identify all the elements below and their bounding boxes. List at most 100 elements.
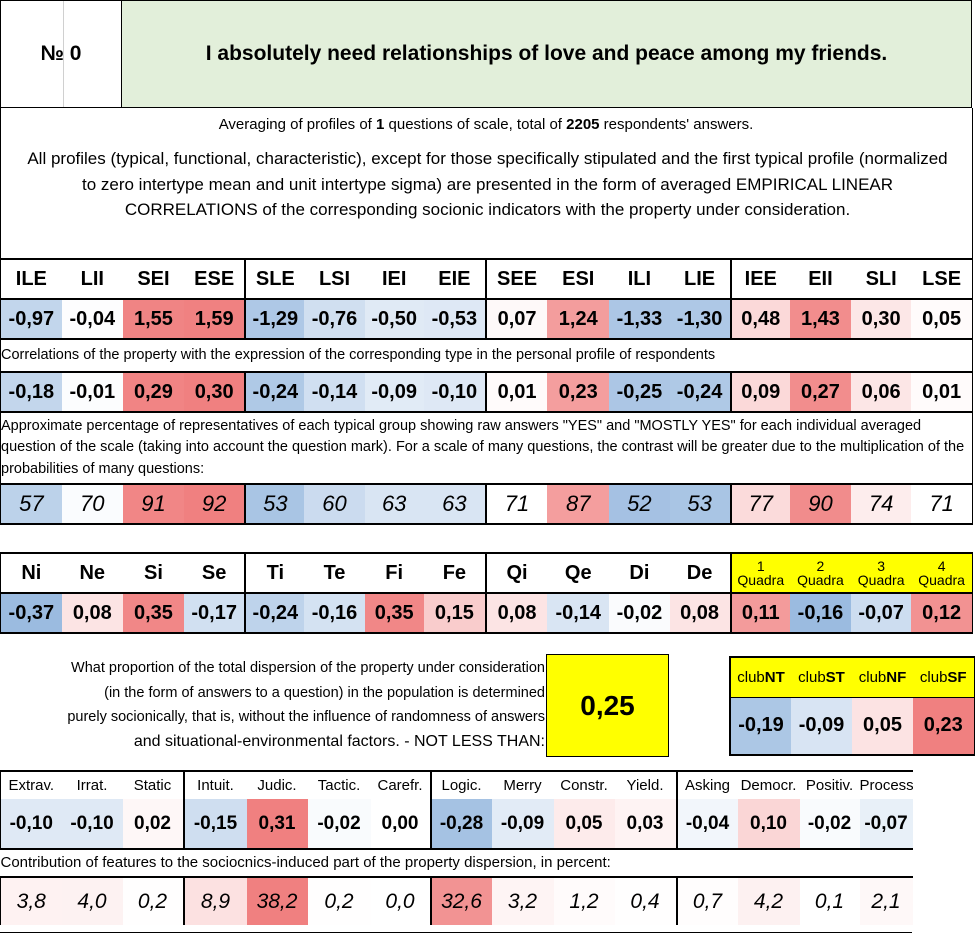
features-table: Extrav. Irrat. Static Intuit. Judic. Tactic. C… bbox=[0, 770, 913, 925]
function-header-qe: Qe bbox=[547, 552, 610, 594]
type-header-14: EII bbox=[789, 258, 852, 300]
feature-value-intuit: -0,15 bbox=[182, 799, 247, 850]
feature-contribution-yield: 0,4 bbox=[614, 876, 677, 925]
feature-value-tactic: -0,02 bbox=[307, 799, 371, 850]
club-header-nt: clubNT bbox=[729, 656, 791, 698]
type-percent-value-16: 71 bbox=[911, 483, 974, 525]
function-value-se: -0,17 bbox=[184, 593, 246, 634]
club-code: SF bbox=[947, 668, 967, 686]
feature-contribution-intuit: 8,9 bbox=[182, 876, 247, 925]
function-value-te: -0,16 bbox=[304, 593, 365, 634]
feature-header-democr: Democr. bbox=[737, 770, 800, 799]
feature-header-irrat: Irrat. bbox=[61, 770, 123, 799]
quadra-header-3: 3 Quadra bbox=[851, 552, 912, 594]
type-profile-value-15: 0,30 bbox=[851, 298, 912, 340]
type-profile-value-7: -0,50 bbox=[364, 298, 424, 340]
type-profile-value-16: 0,05 bbox=[911, 298, 974, 340]
feature-contribution-carefr: 0,0 bbox=[370, 876, 431, 925]
bottom-rule bbox=[0, 932, 912, 933]
type-correlation-value-6: -0,14 bbox=[304, 371, 365, 413]
type-correlation-value-11: -0,25 bbox=[609, 371, 670, 413]
function-value-si: 0,35 bbox=[122, 593, 185, 634]
type-correlation-value-15: 0,06 bbox=[851, 371, 912, 413]
type-header-9: SEE bbox=[484, 258, 548, 300]
quadra-number: 1 bbox=[756, 558, 765, 574]
quadra-number: 4 bbox=[937, 558, 946, 574]
types-percent-row: 57 70 91 92 53 60 63 63 71 87 52 53 77 90 74 71 bbox=[0, 483, 974, 525]
dispersion-line-4: and situational-environmental factors. -… bbox=[133, 732, 545, 750]
type-percent-value-5: 53 bbox=[244, 483, 305, 525]
feature-contribution-positiv: 0,1 bbox=[799, 876, 860, 925]
feature-header-yield: Yield. bbox=[614, 770, 677, 799]
feature-value-asking: -0,04 bbox=[675, 799, 738, 850]
type-percent-value-6: 60 bbox=[304, 483, 365, 525]
feature-header-tactic: Tactic. bbox=[307, 770, 371, 799]
percent-note: Approximate percentage of representative… bbox=[0, 412, 973, 484]
averaging-line: Averaging of profiles of 1 questions of … bbox=[0, 112, 972, 138]
type-correlation-value-2: -0,01 bbox=[61, 371, 123, 413]
type-header-10: ESI bbox=[547, 258, 610, 300]
quadra-value-1: 0,11 bbox=[729, 593, 790, 634]
type-profile-value-4: 1,59 bbox=[184, 298, 246, 340]
feature-value-carefr: 0,00 bbox=[370, 799, 431, 850]
club-value-nt: -0,19 bbox=[729, 697, 791, 756]
type-header-2: LII bbox=[61, 258, 123, 300]
club-header-st: clubST bbox=[791, 656, 852, 698]
club-value-nf: 0,05 bbox=[852, 697, 913, 756]
quadra-number: 2 bbox=[816, 558, 825, 574]
averaging-n-questions: 1 bbox=[376, 116, 385, 133]
type-profile-value-12: -1,30 bbox=[669, 298, 731, 340]
features-value-row: -0,10 -0,10 0,02 -0,15 0,31 -0,02 0,00 -0,28 -0,… bbox=[0, 799, 913, 850]
correlation-note: Correlations of the property with the ex… bbox=[0, 339, 973, 372]
club-prefix: club bbox=[737, 668, 765, 686]
type-correlation-value-9: 0,01 bbox=[484, 371, 548, 413]
function-value-de: 0,08 bbox=[669, 593, 731, 634]
function-header-fi: Fi bbox=[364, 552, 424, 594]
club-code: NT bbox=[764, 668, 785, 686]
type-header-3: SEI bbox=[122, 258, 185, 300]
type-percent-value-8: 63 bbox=[423, 483, 486, 525]
feature-contribution-irrat: 4,0 bbox=[61, 876, 123, 925]
feature-header-extrav: Extrav. bbox=[0, 770, 62, 799]
type-percent-value-7: 63 bbox=[364, 483, 424, 525]
feature-contribution-merry: 3,2 bbox=[491, 876, 554, 925]
type-percent-value-11: 52 bbox=[609, 483, 670, 525]
club-code: ST bbox=[825, 668, 845, 686]
type-percent-value-12: 53 bbox=[669, 483, 731, 525]
quadra-word: Quadra bbox=[737, 572, 785, 588]
type-header-6: LSI bbox=[304, 258, 365, 300]
functions-table: Ni Ne Si Se Ti Te Fi Fe Qi Qe Di De 1 Quadra 2 Quadra 3 Q… bbox=[0, 552, 974, 634]
type-header-1: ILE bbox=[0, 258, 62, 300]
feature-value-judic: 0,31 bbox=[246, 799, 308, 850]
type-correlation-value-12: -0,24 bbox=[669, 371, 731, 413]
function-value-di: -0,02 bbox=[609, 593, 670, 634]
function-header-fe: Fe bbox=[423, 552, 486, 594]
features-contribution-row: 3,8 4,0 0,2 8,9 38,2 0,2 0,0 32,6 3,2 1,2 0,4 0,7 4,… bbox=[0, 876, 913, 925]
function-value-fi: 0,35 bbox=[364, 593, 424, 634]
feature-contribution-tactic: 0,2 bbox=[307, 876, 371, 925]
type-profile-value-11: -1,33 bbox=[609, 298, 670, 340]
functions-header-row: Ni Ne Si Se Ti Te Fi Fe Qi Qe Di De 1 Quadra 2 Quadra 3 Q… bbox=[0, 552, 974, 594]
feature-value-merry: -0,09 bbox=[491, 799, 554, 850]
type-header-12: LIE bbox=[669, 258, 731, 300]
dispersion-text: What proportion of the total dispersion … bbox=[60, 656, 545, 754]
type-correlation-value-10: 0,23 bbox=[547, 371, 610, 413]
type-percent-value-14: 90 bbox=[789, 483, 852, 525]
function-header-te: Te bbox=[304, 552, 365, 594]
feature-header-merry: Merry bbox=[491, 770, 554, 799]
type-percent-value-15: 74 bbox=[851, 483, 912, 525]
feature-value-positiv: -0,02 bbox=[799, 799, 860, 850]
type-correlation-value-1: -0,18 bbox=[0, 371, 62, 413]
description-text: All profiles (typical, functional, chara… bbox=[27, 149, 948, 219]
type-percent-value-1: 57 bbox=[0, 483, 62, 525]
type-header-7: IEI bbox=[364, 258, 424, 300]
function-header-ne: Ne bbox=[61, 552, 123, 594]
club-code: NF bbox=[886, 668, 907, 686]
question-number-label: № 0 bbox=[40, 42, 82, 65]
feature-header-positiv: Positiv. bbox=[799, 770, 860, 799]
type-percent-value-2: 70 bbox=[61, 483, 123, 525]
feature-header-asking: Asking bbox=[675, 770, 738, 799]
functions-value-row: -0,37 0,08 0,35 -0,17 -0,24 -0,16 0,35 0,15 0,08… bbox=[0, 593, 974, 634]
feature-header-carefr: Carefr. bbox=[370, 770, 431, 799]
type-profile-value-8: -0,53 bbox=[423, 298, 486, 340]
